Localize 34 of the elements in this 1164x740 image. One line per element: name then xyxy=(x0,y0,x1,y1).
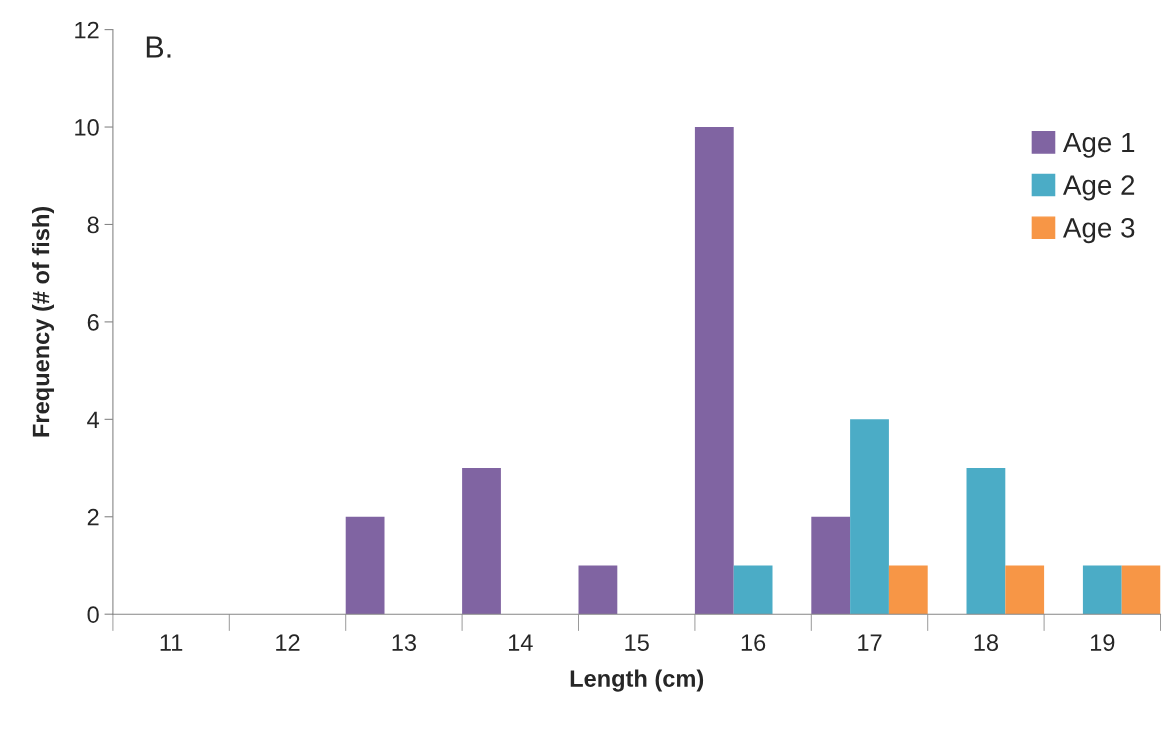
y-axis-title: Frequency (# of fish) xyxy=(32,206,55,437)
x-tick-label: 17 xyxy=(858,634,882,651)
bar xyxy=(850,419,889,615)
legend-label: Age 3 xyxy=(1062,218,1135,244)
bar xyxy=(811,516,851,615)
y-tick-label: 6 xyxy=(87,313,99,331)
y-tick-label: 12 xyxy=(75,21,99,39)
y-tick-label: 4 xyxy=(87,411,100,428)
bar xyxy=(1082,565,1122,615)
y-tick-label: 2 xyxy=(87,508,99,526)
bar xyxy=(462,468,501,615)
x-axis-title: Length (cm) xyxy=(570,669,704,692)
x-tick-label: 13 xyxy=(392,634,416,651)
y-tick-label: 8 xyxy=(87,216,99,234)
x-tick-label: 19 xyxy=(1090,634,1115,651)
x-tick-label: 11 xyxy=(160,634,183,651)
bar xyxy=(1121,565,1161,615)
legend-label: Age 2 xyxy=(1062,175,1135,201)
x-tick-label: 15 xyxy=(625,634,649,651)
x-tick-label: 12 xyxy=(276,634,300,651)
bar xyxy=(733,565,773,615)
bar xyxy=(966,468,1006,615)
x-tick-label: 16 xyxy=(741,634,766,651)
bar xyxy=(888,565,928,615)
bar xyxy=(694,127,734,615)
legend-label: Age 1 xyxy=(1062,132,1135,158)
bar xyxy=(1005,565,1045,615)
y-tick-label: 0 xyxy=(87,606,99,623)
bar xyxy=(578,565,618,615)
annotation: B. xyxy=(146,36,171,58)
y-tick-label: 10 xyxy=(75,119,99,136)
x-tick-label: 14 xyxy=(508,634,533,651)
bar xyxy=(345,516,385,615)
x-tick-label: 18 xyxy=(974,634,999,651)
